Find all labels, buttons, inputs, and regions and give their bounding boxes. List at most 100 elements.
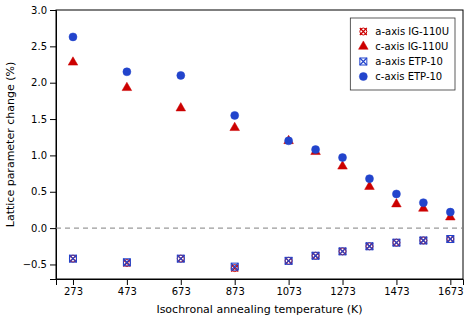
x-tick-label: 273	[64, 286, 83, 297]
marker-outline	[177, 255, 184, 262]
x-tick: 273	[64, 279, 83, 297]
marker-outline	[177, 255, 184, 262]
y-tick-mark	[50, 228, 56, 229]
marker-shape	[68, 57, 78, 65]
marker-outline	[312, 252, 319, 259]
x-tick: 873	[226, 279, 245, 297]
marker-shape	[392, 190, 400, 198]
legend-entry: c-axis IG-110U	[359, 41, 449, 52]
x-axis-title: Isochronal annealing temperature (K)	[156, 303, 362, 316]
y-tick: 0.5	[31, 186, 56, 197]
point	[446, 208, 454, 216]
legend-label: a-axis IG-110U	[375, 26, 449, 37]
x-tick-mark	[181, 279, 182, 285]
marker-cross	[393, 239, 400, 246]
y-tick: 1.0	[31, 150, 56, 161]
marker-outline	[285, 257, 292, 264]
y-tick: 1.5	[31, 114, 56, 125]
marker-outline	[447, 236, 454, 243]
marker-outline	[312, 252, 319, 259]
series	[68, 57, 455, 220]
point	[392, 199, 402, 207]
marker-shape	[359, 73, 367, 81]
marker-outline	[447, 236, 454, 243]
y-tick-mark	[50, 264, 56, 265]
x-tick-mark	[127, 279, 128, 285]
marker-cross	[285, 257, 292, 264]
legend-symbol	[359, 73, 367, 81]
x-tick-label: 473	[118, 286, 137, 297]
marker-shape	[365, 175, 373, 183]
point	[366, 243, 373, 250]
x-tick-mark	[73, 279, 74, 285]
legend-frame	[350, 18, 455, 90]
marker-cross	[177, 255, 184, 262]
y-tick: 2.0	[31, 77, 56, 88]
y-axis: −0.50.00.51.01.52.02.53.0	[23, 5, 57, 280]
marker-shape	[359, 41, 369, 49]
x-tick-label: 673	[172, 286, 191, 297]
marker-cross	[420, 237, 427, 244]
point	[447, 236, 454, 243]
point	[392, 190, 400, 198]
marker-outline	[285, 257, 292, 264]
reference-line	[56, 228, 463, 229]
marker-shape	[338, 161, 348, 169]
y-tick: 0.0	[31, 223, 56, 234]
marker-cross	[447, 236, 454, 243]
marker-outline	[420, 237, 427, 244]
marker-cross	[366, 243, 373, 250]
y-tick-mark	[50, 46, 56, 47]
plot-frame	[56, 10, 463, 279]
point	[123, 68, 131, 76]
x-tick-mark	[450, 279, 451, 285]
legend-entry: c-axis ETP-10	[359, 71, 442, 82]
y-tick: 2.5	[31, 41, 56, 52]
y-tick-label: −0.5	[23, 259, 47, 270]
marker-shape	[392, 199, 402, 207]
chart: 2734736738731073127314731673−0.50.00.51.…	[0, 0, 475, 319]
x-tick-label: 1273	[330, 286, 355, 297]
marker-cross	[69, 255, 76, 262]
marker-outline	[69, 255, 76, 262]
y-tick-mark	[50, 192, 56, 193]
marker-cross	[360, 28, 367, 35]
marker-outline	[393, 239, 400, 246]
marker-cross	[339, 248, 346, 255]
point	[338, 161, 348, 169]
point	[69, 33, 77, 41]
marker-cross	[123, 259, 130, 266]
point	[231, 263, 238, 270]
point	[339, 248, 346, 255]
point	[231, 111, 239, 119]
point	[69, 255, 76, 262]
point	[339, 154, 347, 162]
y-tick-mark	[50, 10, 56, 11]
series	[69, 33, 454, 216]
marker-shape	[122, 82, 132, 90]
x-tick-label: 1673	[438, 286, 463, 297]
legend: a-axis IG-110U c-axis IG-110U a-axis ETP-1…	[350, 18, 455, 90]
marker-cross	[123, 260, 130, 267]
point	[285, 137, 293, 145]
point	[365, 175, 373, 183]
point	[285, 257, 292, 264]
legend-entry: a-axis ETP-10	[360, 56, 443, 67]
y-tick-mark	[50, 83, 56, 84]
plot-area: 2734736738731073127314731673−0.50.00.51.…	[23, 5, 464, 297]
chart-container: 2734736738731073127314731673−0.50.00.51.…	[0, 0, 475, 319]
marker-outline	[366, 243, 373, 250]
x-axis: 2734736738731073127314731673	[57, 279, 464, 297]
marker-cross	[231, 263, 238, 270]
marker-cross	[366, 243, 373, 250]
x-tick: 1273	[330, 279, 355, 297]
marker-cross	[312, 252, 319, 259]
y-tick-mark	[50, 119, 56, 120]
point	[339, 248, 346, 255]
legend-label: a-axis ETP-10	[375, 56, 443, 67]
legend-label: c-axis ETP-10	[375, 71, 442, 82]
point	[177, 255, 184, 262]
y-tick-label: 0.5	[31, 186, 47, 197]
point	[393, 239, 400, 246]
marker-outline	[339, 248, 346, 255]
